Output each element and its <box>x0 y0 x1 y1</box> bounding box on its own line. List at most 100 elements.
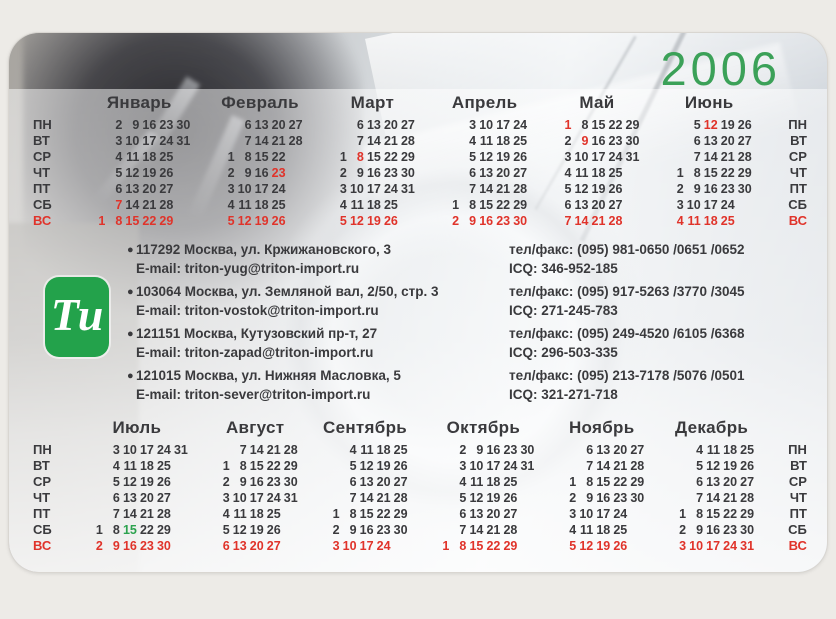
day-cell: 7 <box>693 150 701 164</box>
address-text: 121151 Москва, Кутузовский пр-т, 27 <box>136 326 378 341</box>
weekday-labels-left: ПН ВТ СР ЧТ ПТ СБ ВС <box>33 418 61 554</box>
month-block: Июнь 5 12 19 26 6 13 20 27 7 14 21 28 1 8 15 22 29 2 9 16 23 3… <box>667 93 752 229</box>
weekday-label: ВС <box>788 538 807 553</box>
phone-fax-line: тел/факс: (095) 981-0650 /0651 /0652 <box>509 242 745 257</box>
day-cell: 29 <box>400 150 415 164</box>
phone-block: тел/факс: (095) 917-5263 /3770 /3045 ICQ:… <box>509 283 805 320</box>
day-cell: 1 <box>222 459 230 473</box>
weekday-label: ЧТ <box>789 490 807 505</box>
day-cell: 18 <box>249 507 264 521</box>
day-cell: 3 <box>676 198 684 212</box>
day-cell: 20 <box>723 475 738 489</box>
day-cell: 28 <box>156 507 171 521</box>
day-cell: 13 <box>706 475 721 489</box>
day-cell: 22 <box>383 150 398 164</box>
day-cell: 8 <box>696 507 704 521</box>
week-row: 2 9 16 23 30 <box>667 181 752 197</box>
day-cell: 10 <box>469 459 484 473</box>
weekday-label: ПН <box>33 117 52 132</box>
day-cell: 2 <box>95 539 103 553</box>
day-cell: 24 <box>159 134 174 148</box>
day-cell: 20 <box>613 443 628 457</box>
day-cell: 31 <box>173 443 188 457</box>
day-cell: 19 <box>496 150 511 164</box>
phone-fax-line: тел/факс: (095) 213-7178 /5076 /0501 <box>509 368 745 383</box>
week-row: 7 14 21 28 <box>218 133 303 149</box>
day-cell: 22 <box>720 166 735 180</box>
day-cell: 16 <box>591 134 606 148</box>
day-cell: 17 <box>591 150 606 164</box>
weekday-label: ВТ <box>790 458 807 473</box>
day-cell: 7 <box>244 134 252 148</box>
day-cell: 22 <box>496 198 511 212</box>
day-cell: 17 <box>703 198 718 212</box>
week-row: 3 10 17 24 31 <box>432 458 534 474</box>
day-cell: 10 <box>237 182 252 196</box>
weekday-label: СР <box>788 149 807 164</box>
day-cell: 26 <box>608 182 623 196</box>
day-cell: 15 <box>469 539 484 553</box>
day-cell: 25 <box>159 150 174 164</box>
day-cell: 2 <box>339 166 347 180</box>
bullet-icon: ● <box>127 244 134 256</box>
month-block: Сентябрь 4 11 18 25 5 12 19 26 6 13 20 27 7 14 21 28 1 8 15… <box>323 418 408 554</box>
day-cell: 18 <box>254 198 269 212</box>
day-cell: 8 <box>112 523 120 537</box>
week-row: 6 13 20 27 <box>218 117 303 133</box>
weekday-label: ЧТ <box>33 490 51 505</box>
day-cell: 2 <box>459 443 467 457</box>
day-cell: 16 <box>366 166 381 180</box>
day-cell: 1 <box>676 166 684 180</box>
week-row: 2 9 16 23 30 <box>442 213 527 229</box>
day-cell: 13 <box>469 507 484 521</box>
phone-block: тел/факс: (095) 249-4520 /6105 /6368 ICQ:… <box>509 325 805 362</box>
day-cell: 1 <box>452 198 460 212</box>
day-cell: 26 <box>271 214 286 228</box>
day-cell: 2 <box>569 491 577 505</box>
day-cell: 27 <box>513 166 528 180</box>
day-cell: 1 <box>227 150 235 164</box>
day-cell: 6 <box>115 182 123 196</box>
day-cell: 29 <box>630 475 645 489</box>
day-cell: 25 <box>513 134 528 148</box>
day-cell: 4 <box>459 475 467 489</box>
day-cell: 28 <box>283 443 298 457</box>
day-cell: 28 <box>393 491 408 505</box>
day-cell: 17 <box>496 118 511 132</box>
month-block: Август 7 14 21 28 1 8 15 22 29 2 9 16 23 30 3 10 17 24 31 4 1… <box>213 418 298 554</box>
day-cell: 19 <box>486 491 501 505</box>
day-cell: 28 <box>400 134 415 148</box>
day-cell: 15 <box>479 198 494 212</box>
week-row: 6 13 20 27 <box>554 197 639 213</box>
week-row: 7 14 21 28 <box>86 506 188 522</box>
day-cell: 19 <box>376 459 391 473</box>
day-cell: 26 <box>513 150 528 164</box>
week-row: 5 12 19 26 <box>559 538 644 554</box>
bullet-icon: ● <box>127 328 134 340</box>
contact-row: ● 121015 Москва, ул. Нижняя Масловка, 5 E-… <box>127 367 805 404</box>
day-cell: 16 <box>479 214 494 228</box>
week-row: 1 8 15 22 29 <box>330 149 415 165</box>
weekday-label: СБ <box>788 522 807 537</box>
day-cell: 11 <box>350 198 364 212</box>
day-cell: 12 <box>574 182 589 196</box>
address-block: ● 121151 Москва, Кутузовский пр-т, 27 E-ma… <box>127 325 509 362</box>
day-cell: 12 <box>479 150 494 164</box>
day-cell: 8 <box>115 214 123 228</box>
week-row: 2 9 16 23 30 <box>86 538 188 554</box>
day-cell: 28 <box>608 214 623 228</box>
day-cell: 20 <box>139 491 154 505</box>
day-cell: 6 <box>112 491 120 505</box>
week-row: 4 11 18 25 <box>88 149 190 165</box>
day-cell: 29 <box>503 539 518 553</box>
week-row: 2 9 16 23 30 <box>554 133 639 149</box>
day-cell: 18 <box>142 150 157 164</box>
day-cell: 11 <box>479 134 494 148</box>
contact-row: ● 103064 Москва, ул. Земляной вал, 2/50, … <box>127 283 805 320</box>
day-cell: 5 <box>459 491 467 505</box>
day-cell: 3 <box>112 443 120 457</box>
day-cell: 18 <box>376 443 391 457</box>
day-cell: 18 <box>496 134 511 148</box>
day-cell: 22 <box>271 150 286 164</box>
day-cell: 17 <box>142 134 157 148</box>
